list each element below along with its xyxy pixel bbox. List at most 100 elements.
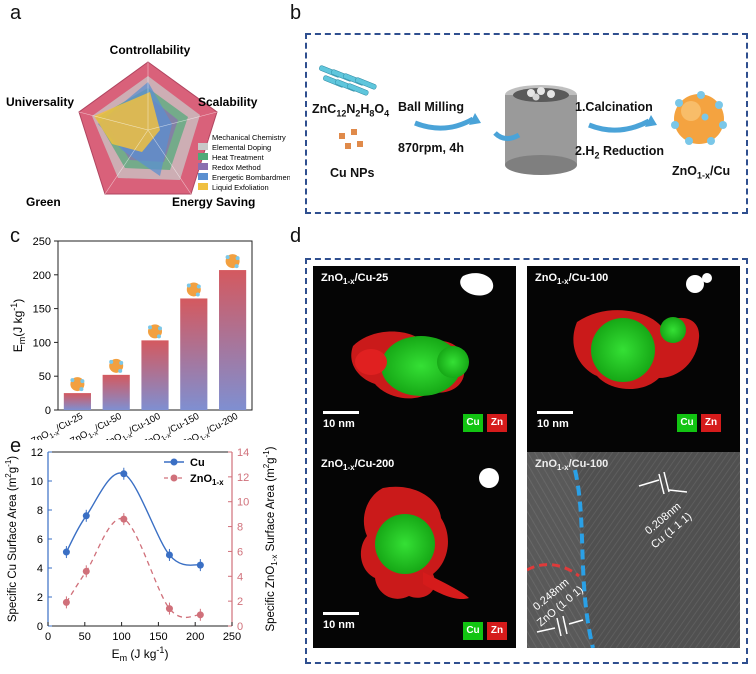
- x-axis-label-close: ): [164, 647, 168, 661]
- bar-particle-dot-b-0: [80, 379, 85, 384]
- zno-point-3: [165, 605, 173, 613]
- milling-speed-label: 870rpm, 4h: [398, 141, 465, 155]
- legend-label-3: Redox Method: [212, 163, 261, 172]
- radar-axis-green: Green: [26, 195, 61, 209]
- bar-particle-dot-a-2: [148, 325, 152, 330]
- radar-axis-scalability: Scalability: [198, 95, 258, 109]
- legend-zno-base: ZnO: [190, 473, 212, 485]
- legend-zno-marker: [170, 474, 178, 482]
- right-tick-label-7: 14: [237, 447, 249, 459]
- eds-title-cu100: ZnO1-x/Cu-100: [535, 272, 608, 286]
- x-category-sub-1: 1-x: [87, 429, 99, 440]
- eds-title-cu25-sub: 1-x: [343, 277, 355, 287]
- precursor-part-6: 4: [384, 108, 390, 119]
- eds-title-cu100-rest: /Cu-100: [568, 272, 609, 284]
- legend-label-2: Heat Treatment: [212, 153, 265, 162]
- x-category-suffix-4: /Cu-200: [205, 411, 240, 437]
- bar-particle-dot-c-2: [157, 334, 161, 339]
- cu-point-3: [165, 551, 173, 559]
- right-axis-label-g: g: [265, 457, 277, 463]
- left-axis-label-g: g: [7, 467, 19, 473]
- legend-swatch-1: [198, 143, 208, 150]
- x-category-base-1: ZnO: [68, 429, 89, 440]
- bar-particle-dot-a-3: [186, 283, 191, 288]
- panel-label-d: d: [290, 225, 302, 247]
- right-axis-label-rest: Surface Area (m: [265, 468, 277, 554]
- x-category-sub-2: 1-x: [122, 432, 134, 440]
- eds-title-cu25-base: ZnO: [321, 272, 343, 284]
- precursor-part-2: 2: [355, 108, 361, 119]
- y-axis-label-base: E: [11, 344, 25, 352]
- x-category-sub-3: 1-x: [160, 432, 172, 440]
- right-axis-label-sub: 1-x: [270, 555, 279, 566]
- reduction-label: 2.H2 Reduction: [575, 144, 664, 161]
- right-axis-label-sup: 2: [262, 463, 271, 468]
- legend-zno-label: ZnO1-x: [190, 473, 224, 487]
- radar-legend: Mechanical Chemistry Elemental Doping He…: [198, 133, 290, 192]
- product-sub: 1-x: [697, 170, 711, 181]
- eds-title-cu25: ZnO1-x/Cu-25: [321, 272, 388, 286]
- legend-zn-cu200: Zn: [487, 622, 507, 640]
- precursor-part-4: 8: [369, 108, 375, 119]
- legend-cu-cu100: Cu: [677, 414, 697, 432]
- cu-point-4: [196, 561, 204, 569]
- right-tick-label-0: 0: [237, 621, 243, 633]
- x-category-suffix-1: /Cu-50: [93, 411, 123, 434]
- hrtem-graphic: [527, 452, 740, 648]
- legend-swatch-4: [198, 173, 208, 180]
- y-tick-label-2: 100: [33, 337, 51, 349]
- legend-zn-cu100: Zn: [701, 414, 721, 432]
- x-category-base-2: ZnO: [102, 431, 123, 440]
- legend-cu-marker: [170, 458, 178, 466]
- legend-cu-cu200: Cu: [463, 622, 483, 640]
- radar-axis-energy-saving: Energy Saving: [172, 195, 255, 209]
- scale-label-cu200: 10 nm: [323, 619, 355, 631]
- arrow-head-2: [645, 115, 657, 127]
- eds-title-cu200-sub: 1-x: [343, 463, 355, 473]
- y-tick-label-3: 150: [33, 304, 51, 316]
- right-tick-label-6: 12: [237, 472, 249, 484]
- scale-label-cu100: 10 nm: [537, 418, 569, 430]
- precursor-part-1: N: [346, 102, 356, 116]
- product-rest: /Cu: [710, 164, 731, 178]
- hrtem-title: ZnO1-x/Cu-100: [535, 458, 608, 472]
- x-category-sub-4: 1-x: [199, 432, 211, 440]
- x-axis-label-sup: -1: [156, 645, 164, 655]
- x-axis-label-base: E: [112, 647, 120, 661]
- product-particle-icon: [671, 91, 727, 145]
- precursor-part-5: O: [374, 102, 385, 116]
- y-tick-label-5: 250: [33, 236, 51, 248]
- precursor-label: ZnC12N2H8O4: [312, 102, 389, 119]
- reduction-h: 2.H: [575, 144, 595, 158]
- x-category-base-0: ZnO: [30, 429, 51, 440]
- bar-particle-dot-c-0: [79, 387, 84, 392]
- eds-map-cu25: ZnO1-x/Cu-25 10 nm Cu Zn: [313, 266, 516, 459]
- radar-axis-universality: Universality: [6, 95, 74, 109]
- arrow-rotation-icon: [493, 131, 521, 141]
- x-tick-label-2: 100: [112, 631, 130, 643]
- right-tick-label-2: 4: [237, 571, 243, 583]
- right-tick-label-3: 6: [237, 546, 243, 558]
- line-chart: 0 2 4 6 8 10 12 0 2 4 6 8 10 12 14 0 50 100 150 200 250 Cu ZnO…: [4, 446, 279, 663]
- left-axis-label: Specific Cu Surface Area (m2g-1): [4, 456, 19, 622]
- right-axis-label-main: Specific ZnO: [265, 566, 277, 632]
- cu-point-2: [120, 470, 128, 478]
- legend-swatch-5: [198, 183, 208, 190]
- eds-map-cu200-graphic: [323, 468, 499, 615]
- bar-particle-dot-c-3: [195, 292, 200, 297]
- left-tick-label-0: 0: [37, 621, 43, 633]
- legend-label-5: Liquid Exfoliation: [212, 183, 269, 192]
- zno-point-0: [62, 598, 70, 606]
- bar-particle-dot-b-4: [235, 256, 240, 261]
- left-axis-label-sup2: -1: [4, 459, 13, 467]
- bar-particle-dot-a-4: [225, 255, 230, 260]
- left-tick-label-2: 4: [37, 563, 43, 575]
- legend-cu-label: Cu: [190, 457, 205, 469]
- radar-chart: Controllability Scalability Energy Savin…: [6, 43, 290, 209]
- x-category-base-4: ZnO: [180, 431, 201, 440]
- precursor-rods-icon: [319, 65, 377, 96]
- radar-axis-controllability: Controllability: [110, 43, 191, 57]
- left-tick-label-6: 12: [31, 447, 43, 459]
- schematic-box: [305, 33, 748, 214]
- hrtem-image: ZnO1-x/Cu-100 0.208nm Cu (1 1 1) 0.248nm…: [527, 452, 740, 648]
